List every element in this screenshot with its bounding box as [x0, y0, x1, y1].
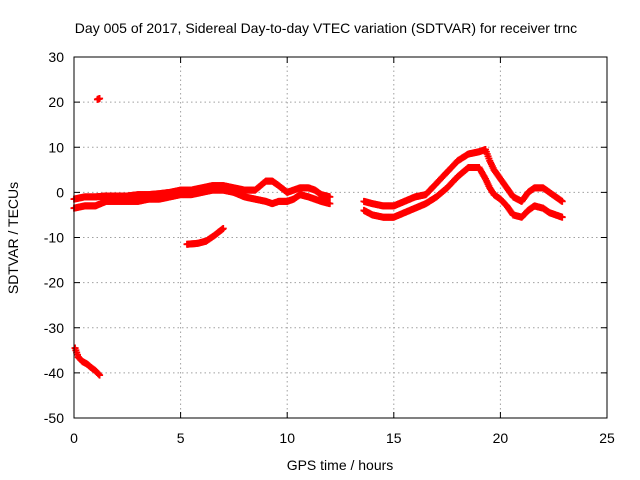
- data-point: [326, 200, 334, 208]
- grid-lines: [74, 57, 607, 418]
- data-point: [558, 213, 566, 221]
- y-tick-label: -20: [44, 275, 64, 291]
- x-tick-label: 25: [599, 430, 615, 446]
- y-tick-label: 0: [56, 184, 64, 200]
- y-tick-label: 20: [48, 94, 64, 110]
- y-tick-label: -30: [44, 320, 64, 336]
- x-tick-label: 10: [279, 430, 295, 446]
- plot-area: [70, 95, 566, 379]
- x-tick-label: 5: [177, 430, 185, 446]
- data-point: [96, 95, 104, 103]
- data-point: [219, 224, 227, 232]
- x-tick-label: 0: [70, 430, 78, 446]
- x-tick-label: 20: [493, 430, 509, 446]
- y-tick-label: -50: [44, 410, 64, 426]
- data-point: [96, 371, 104, 379]
- x-tick-label: 15: [386, 430, 402, 446]
- y-tick-label: 30: [48, 49, 64, 65]
- data-point: [326, 193, 334, 201]
- y-tick-label: -40: [44, 365, 64, 381]
- y-tick-label: -10: [44, 230, 64, 246]
- plot-frame: [73, 56, 608, 419]
- y-tick-label: 10: [48, 139, 64, 155]
- x-axis-label: GPS time / hours: [287, 457, 394, 473]
- axis-ticks: 0 5 10 15 20 25 -50 -40 -30 -20 -10 0 10 20 30: [44, 49, 615, 446]
- chart-title: Day 005 of 2017, Sidereal Day-to-day VTE…: [75, 20, 577, 36]
- y-axis-label: SDTVAR / TECUs: [5, 182, 21, 294]
- data-point: [558, 197, 566, 205]
